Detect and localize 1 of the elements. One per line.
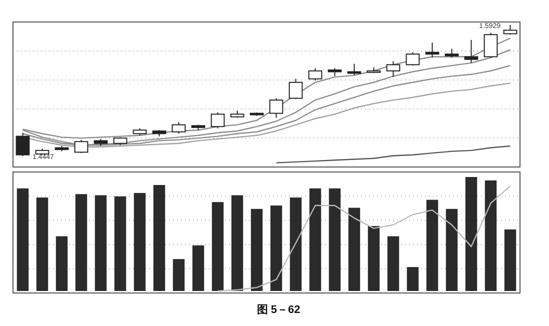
caption: 图 5－62 xyxy=(256,304,300,316)
